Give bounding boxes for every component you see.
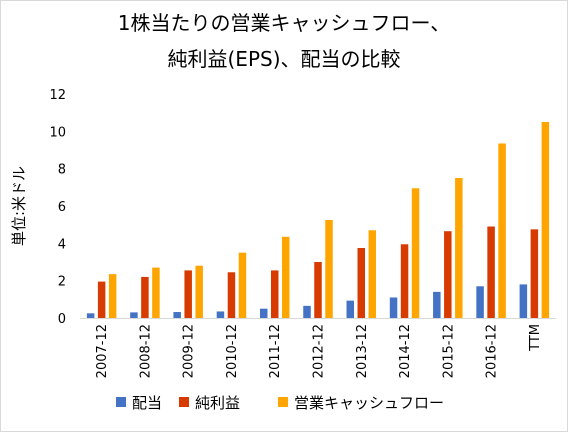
bar-3 bbox=[541, 122, 550, 318]
bar-2 bbox=[141, 276, 149, 318]
bar-1 bbox=[259, 308, 268, 318]
legend-swatch-3 bbox=[278, 397, 288, 407]
bars bbox=[86, 122, 550, 318]
legend: 配当 純利益 営業キャッシュフロー bbox=[116, 394, 444, 412]
bar-3 bbox=[411, 188, 420, 318]
bar-3 bbox=[325, 220, 333, 318]
bar-1 bbox=[476, 286, 484, 318]
x-tick-label: 2016-12 bbox=[485, 324, 500, 378]
bar-1 bbox=[389, 297, 398, 318]
bar-3 bbox=[238, 252, 247, 318]
y-axis-label: 単位:米ドル bbox=[10, 166, 28, 246]
bar-1 bbox=[86, 313, 95, 318]
x-tick-label: 2011-12 bbox=[268, 324, 283, 378]
y-tick-label: 4 bbox=[58, 237, 66, 252]
bar-3 bbox=[455, 178, 463, 318]
bar-2 bbox=[444, 231, 452, 318]
bar-1 bbox=[346, 300, 355, 318]
bar-2 bbox=[227, 272, 236, 318]
bar-3 bbox=[195, 265, 203, 318]
legend-swatch-2 bbox=[179, 397, 189, 407]
bar-2 bbox=[184, 270, 192, 318]
x-tick-label: 2013-12 bbox=[355, 324, 370, 378]
y-tick-label: 12 bbox=[49, 88, 66, 103]
y-tick-label: 8 bbox=[58, 163, 66, 178]
bar-3 bbox=[498, 143, 506, 318]
bar-2 bbox=[97, 281, 106, 318]
legend-swatch-1 bbox=[116, 397, 126, 407]
bar-2 bbox=[530, 229, 539, 318]
bar-1 bbox=[519, 284, 528, 318]
axes: 0 2 4 6 8 10 12 単位:米ドル 2007-12 2008-12 2009-12 2010… bbox=[10, 88, 556, 378]
bar-3 bbox=[108, 274, 117, 318]
x-tick-label: 2014-12 bbox=[398, 324, 413, 378]
bar-1 bbox=[303, 305, 311, 318]
y-tick-label: 2 bbox=[58, 275, 66, 290]
bar-1 bbox=[216, 311, 225, 318]
chart-title-line2: 純利益(EPS)、配当の比較 bbox=[167, 47, 401, 71]
y-tick-label: 6 bbox=[58, 200, 66, 215]
bar-2 bbox=[487, 226, 495, 318]
y-tick-label: 10 bbox=[49, 125, 66, 140]
bar-2 bbox=[314, 262, 322, 318]
x-tick-label: 2008-12 bbox=[138, 324, 153, 378]
x-tick-label: TTM bbox=[528, 324, 543, 352]
legend-label-3: 営業キャッシュフロー bbox=[294, 394, 444, 412]
bar-1 bbox=[173, 312, 181, 318]
x-tick-label: 2007-12 bbox=[95, 324, 110, 378]
x-tick-label: 2010-12 bbox=[225, 324, 240, 378]
bar-3 bbox=[152, 267, 160, 318]
bar-2 bbox=[400, 244, 409, 318]
x-tick-label: 2012-12 bbox=[312, 324, 327, 378]
bar-3 bbox=[281, 236, 290, 318]
chart-title-line1: 1株当たりの営業キャッシュフロー、 bbox=[117, 11, 451, 35]
y-tick-label: 0 bbox=[58, 312, 66, 327]
bar-3 bbox=[368, 230, 377, 318]
bar-2 bbox=[270, 270, 279, 318]
legend-label-1: 配当 bbox=[132, 394, 162, 412]
x-tick-label: 2009-12 bbox=[182, 324, 197, 378]
bar-1 bbox=[130, 312, 138, 318]
bar-2 bbox=[357, 248, 366, 318]
x-tick-label: 2015-12 bbox=[441, 324, 456, 378]
legend-label-2: 純利益 bbox=[195, 394, 240, 412]
bar-1 bbox=[433, 291, 441, 318]
